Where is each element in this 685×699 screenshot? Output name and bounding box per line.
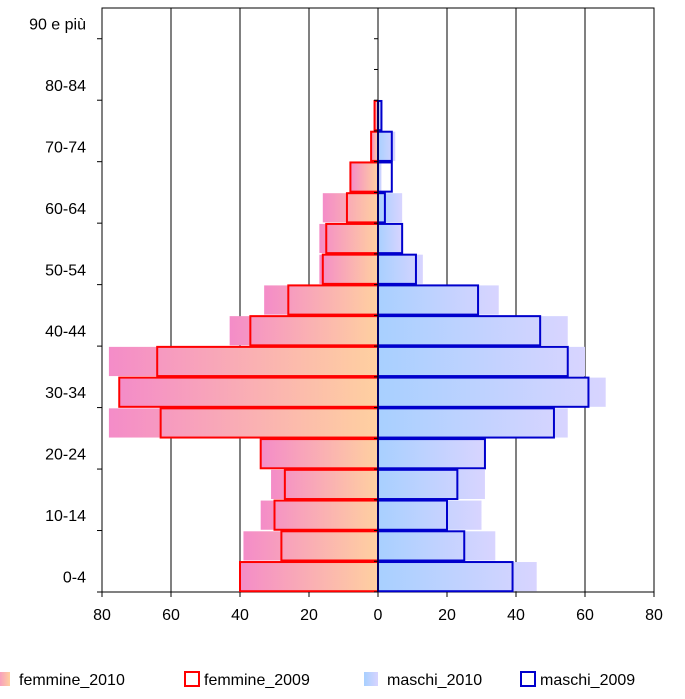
bar-femmine-2010 <box>240 562 378 592</box>
legend-label: femmine_2009 <box>204 672 310 689</box>
bar-maschi-2010 <box>378 346 585 377</box>
bar-femmine-2010 <box>229 316 378 346</box>
legend-swatch-femmine-2009 <box>184 671 200 687</box>
y-tick-label: 20-24 <box>45 447 86 464</box>
y-tick-label: 90 e più <box>29 16 86 33</box>
y-tick-label: 70-74 <box>45 139 86 156</box>
bar-maschi-2010 <box>378 500 482 530</box>
x-tick-label: 80 <box>645 607 663 624</box>
bar-maschi-2010 <box>378 100 382 131</box>
bar-femmine-2010 <box>319 223 378 254</box>
bar-femmine-2010 <box>119 377 378 407</box>
bar-maschi-2010 <box>378 223 403 254</box>
y-tick-label: 80-84 <box>45 78 86 95</box>
bar-femmine-2010 <box>260 500 378 530</box>
x-tick-label: 80 <box>93 607 111 624</box>
plot-area: 80 60 40 20 0 20 40 60 80 0-4 10-14 20-24 30-34 40-44… <box>29 7 663 624</box>
bar-maschi-2010 <box>378 377 606 407</box>
bar-maschi-2010 <box>378 562 537 592</box>
bar-maschi-2010 <box>378 316 568 346</box>
bar-femmine-2010 <box>322 193 378 223</box>
legend: femmine_2010 femmine_2009 maschi_2010 masch… <box>0 671 635 689</box>
bar-maschi-2010 <box>378 193 403 223</box>
y-tick-label: 0-4 <box>63 570 86 587</box>
bar-maschi-2010 <box>378 285 499 315</box>
bar-maschi-2010 <box>378 469 485 500</box>
bar-maschi-2010 <box>378 439 485 469</box>
bar-femmine-2010 <box>108 346 379 377</box>
y-tick-label: 60-64 <box>45 201 86 218</box>
bar-maschi-2010 <box>378 531 496 561</box>
legend-swatch-femmine-2010 <box>0 672 10 686</box>
bar-femmine-2010 <box>319 254 378 284</box>
x-tick-label: 0 <box>374 607 383 624</box>
x-tick-label: 40 <box>231 607 249 624</box>
legend-label: maschi_2010 <box>387 672 482 689</box>
x-tick-label: 20 <box>300 607 318 624</box>
legend-swatch-maschi-2009 <box>520 671 536 687</box>
bar-femmine-2010 <box>374 100 378 131</box>
bar-femmine-2010 <box>371 131 378 161</box>
bar-femmine-2010 <box>260 439 378 469</box>
bar-femmine-2010 <box>350 162 378 192</box>
legend-label: maschi_2009 <box>540 672 635 689</box>
legend-label: femmine_2010 <box>19 672 125 689</box>
y-tick-label: 40-44 <box>45 324 86 341</box>
x-tick-label: 40 <box>507 607 525 624</box>
y-tick-label: 50-54 <box>45 262 86 279</box>
bar-femmine-2010 <box>264 285 378 315</box>
y-tick-label: 30-34 <box>45 385 86 402</box>
x-tick-label: 60 <box>576 607 594 624</box>
x-tick-label: 20 <box>438 607 456 624</box>
bar-femmine-2010 <box>271 469 378 500</box>
legend-swatch-maschi-2010 <box>364 672 378 686</box>
bar-maschi-2010 <box>378 408 568 438</box>
bar-femmine-2010 <box>108 408 379 438</box>
bar-femmine-2010 <box>243 531 378 561</box>
y-tick-label: 10-14 <box>45 508 86 525</box>
x-tick-label: 60 <box>162 607 180 624</box>
bar-maschi-2010 <box>378 162 382 192</box>
